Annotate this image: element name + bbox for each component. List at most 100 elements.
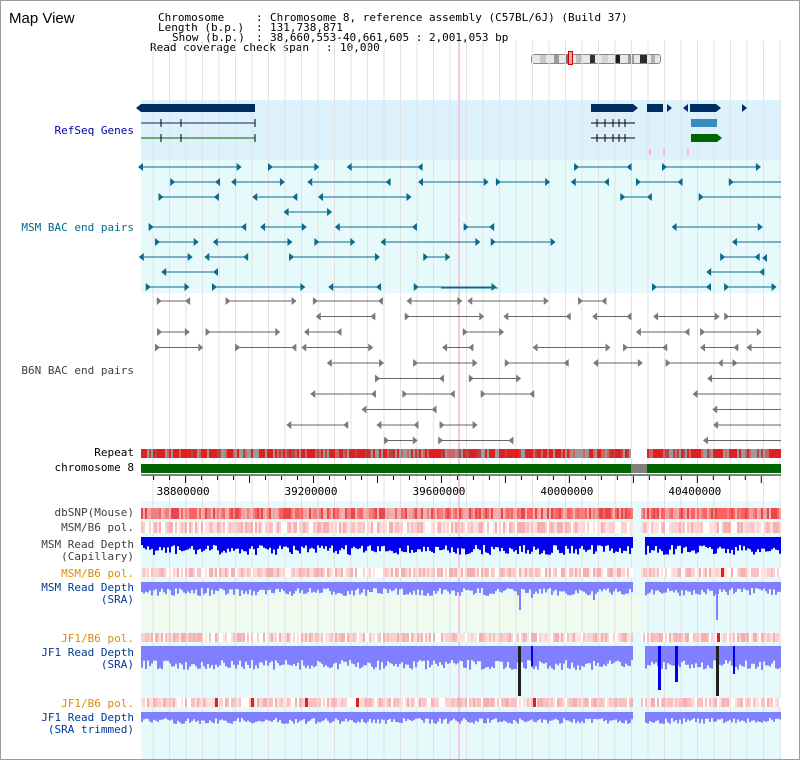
track-label-jf1-b6-pol-2[interactable]: JF1/B6 pol. xyxy=(61,697,134,710)
jf1-pol-cell-2 xyxy=(295,698,297,707)
jf1-pol-cell xyxy=(569,633,571,642)
jf1-pol-cell xyxy=(231,633,233,642)
msm-sra-depth-bar xyxy=(327,582,329,589)
track-label-refseq[interactable]: RefSeq Genes xyxy=(54,124,134,137)
msm-pol-cell-2 xyxy=(373,568,375,577)
msm-sra-depth-bar xyxy=(435,582,437,594)
jf1-pol-cell-2 xyxy=(423,698,425,707)
msm-capillary-depth-bar xyxy=(657,537,659,553)
msm-pol-cell-2 xyxy=(553,568,555,577)
jf1-trimmed-depth-bar xyxy=(469,712,471,723)
track-label-b6n-bac[interactable]: B6N BAC end pairs xyxy=(21,364,134,377)
msm-capillary-depth-bar xyxy=(167,537,169,548)
jf1-trimmed-depth-bar xyxy=(653,712,655,723)
jf1-trimmed-depth-bar xyxy=(483,712,485,724)
repeat-segment xyxy=(609,449,611,458)
track-label-jf1-depth-trimmed[interactable]: JF1 Read Depth xyxy=(41,711,134,724)
jf1-trimmed-depth-bar xyxy=(679,712,681,720)
track-label-dbsnp[interactable]: dbSNP(Mouse) xyxy=(54,506,134,519)
track-label-msm-b6-pol-2[interactable]: MSM/B6 pol. xyxy=(61,567,134,580)
current-region-marker[interactable] xyxy=(568,51,573,65)
msm-pol-cell xyxy=(749,522,751,533)
jf1-pol-cell-2 xyxy=(687,698,689,707)
msm-sra-depth-bar xyxy=(581,582,583,591)
msm-pol-cell-2 xyxy=(393,568,395,577)
msm-capillary-depth-bar xyxy=(437,537,439,547)
msm-pol-cell-2 xyxy=(401,568,403,577)
b6n-bac-end xyxy=(637,359,643,367)
track-label-jf1-b6-pol[interactable]: JF1/B6 pol. xyxy=(61,632,134,645)
jf1-sra-depth-bar xyxy=(665,646,667,670)
dbsnp-cell xyxy=(219,508,221,519)
msm-pol-cell-2 xyxy=(283,568,285,577)
msm-pol-cell xyxy=(423,522,425,533)
msm-pol-cell-2 xyxy=(351,568,353,577)
jf1-pol-cell-2 xyxy=(587,698,589,707)
msm-capillary-depth-bar xyxy=(365,537,367,551)
msm-capillary-depth-bar xyxy=(387,537,389,552)
jf1-trimmed-depth-bar xyxy=(561,712,563,724)
jf1-pol-cell xyxy=(293,633,295,642)
msm-bac-end xyxy=(154,238,160,246)
msm-bac-end xyxy=(635,178,641,186)
jf1-trimmed-depth-bar xyxy=(367,712,369,722)
track-label-jf1-depth-sra[interactable]: JF1 Read Depth xyxy=(41,646,134,659)
jf1-trimmed-depth-bar xyxy=(307,712,309,722)
repeat-segment xyxy=(181,449,183,458)
jf1-trimmed-depth-bar xyxy=(261,712,263,722)
jf1-pol-cell xyxy=(359,633,361,642)
track-label-msm-bac[interactable]: MSM BAC end pairs xyxy=(21,221,134,234)
jf1-pol-cell-2 xyxy=(149,698,151,707)
msm-sra-depth-bar xyxy=(725,582,727,592)
dbsnp-cell xyxy=(627,508,629,519)
jf1-trimmed-depth-bar xyxy=(649,712,651,722)
jf1-sra-depth-bar xyxy=(395,646,397,664)
jf1-sra-depth-bar xyxy=(533,646,535,670)
msm-capillary-depth-bar xyxy=(541,537,543,554)
jf1-pol-cell xyxy=(361,633,363,642)
dbsnp-cell xyxy=(331,508,333,519)
track-label-repeat[interactable]: Repeat xyxy=(94,446,134,459)
jf1-pol-cell-2 xyxy=(601,698,603,707)
msm-capillary-depth-bar xyxy=(743,537,745,547)
track-label-chromosome[interactable]: chromosome 8 xyxy=(54,461,134,474)
msm-capillary-depth-bar xyxy=(195,537,197,555)
jf1-trimmed-depth-bar xyxy=(581,712,583,722)
track-label-msm-depth-capillary[interactable]: MSM Read Depth xyxy=(41,538,134,551)
jf1-sra-depth-bar xyxy=(289,646,291,666)
jf1-sra-depth-bar xyxy=(333,646,335,664)
jf1-pol-cell-2 xyxy=(685,698,687,707)
msm-sra-depth-bar xyxy=(457,582,459,593)
msm-sra-depth-bar xyxy=(431,582,433,596)
jf1-pol-cell xyxy=(347,633,349,642)
msm-capillary-depth-bar xyxy=(489,537,491,555)
b6n-bac-end xyxy=(406,297,412,305)
msm-sra-depth-bar xyxy=(771,582,773,595)
msm-sra-depth-bar xyxy=(599,582,601,590)
jf1-trimmed-depth-bar xyxy=(499,712,501,722)
jf1-pol-cell-2 xyxy=(309,698,311,707)
jf1-pol-cell-2 xyxy=(757,698,759,707)
jf1-pol-cell-2 xyxy=(267,698,269,707)
msm-capillary-depth-bar xyxy=(289,537,291,553)
dbsnp-cell xyxy=(325,508,327,519)
chromosome-ideogram[interactable] xyxy=(531,54,661,64)
b6n-bac-end xyxy=(684,328,690,336)
dbsnp-cell xyxy=(409,508,411,519)
msm-pol-cell xyxy=(291,522,293,533)
track-label-msm-depth-sra[interactable]: MSM Read Depth xyxy=(41,581,134,594)
dbsnp-cell xyxy=(231,508,233,519)
msm-capillary-depth-bar xyxy=(483,537,485,546)
track-label-msm-b6-pol[interactable]: MSM/B6 pol. xyxy=(61,521,134,534)
b6n-bac-end xyxy=(384,436,390,445)
b6n-bac-end xyxy=(623,343,629,352)
jf1-sra-depth-bar xyxy=(353,646,355,665)
jf1-pol-cell-2 xyxy=(737,698,739,707)
msm-pol-cell-2 xyxy=(589,568,591,577)
msm-capillary-depth-bar xyxy=(155,537,157,551)
msm-pol-cell-2 xyxy=(539,568,541,577)
msm-pol-cell-2 xyxy=(713,568,715,577)
msm-pol-cell-2 xyxy=(443,568,445,577)
jf1-pol-cell xyxy=(153,633,155,642)
